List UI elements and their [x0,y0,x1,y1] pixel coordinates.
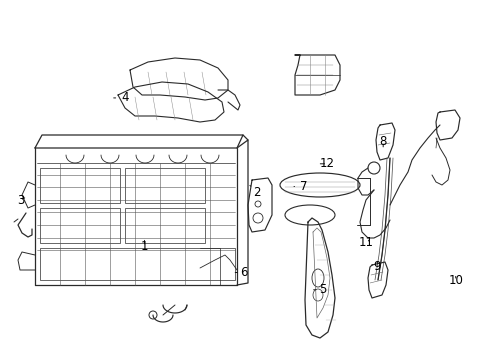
Text: 3: 3 [17,194,24,207]
Bar [40,208,120,243]
Text: 10: 10 [448,274,463,287]
Text: 5: 5 [314,283,326,296]
Text: 7: 7 [294,180,308,193]
Bar [125,168,205,203]
Text: 1: 1 [141,240,148,253]
Text: 2: 2 [250,185,261,199]
Text: 4: 4 [114,91,129,104]
Text: 8: 8 [379,135,387,148]
Bar [40,168,120,203]
Text: 11: 11 [359,237,374,249]
Bar [40,248,235,280]
Text: 6: 6 [235,266,248,279]
Bar [125,208,205,243]
Text: 9: 9 [373,260,381,273]
Text: 12: 12 [320,157,335,170]
